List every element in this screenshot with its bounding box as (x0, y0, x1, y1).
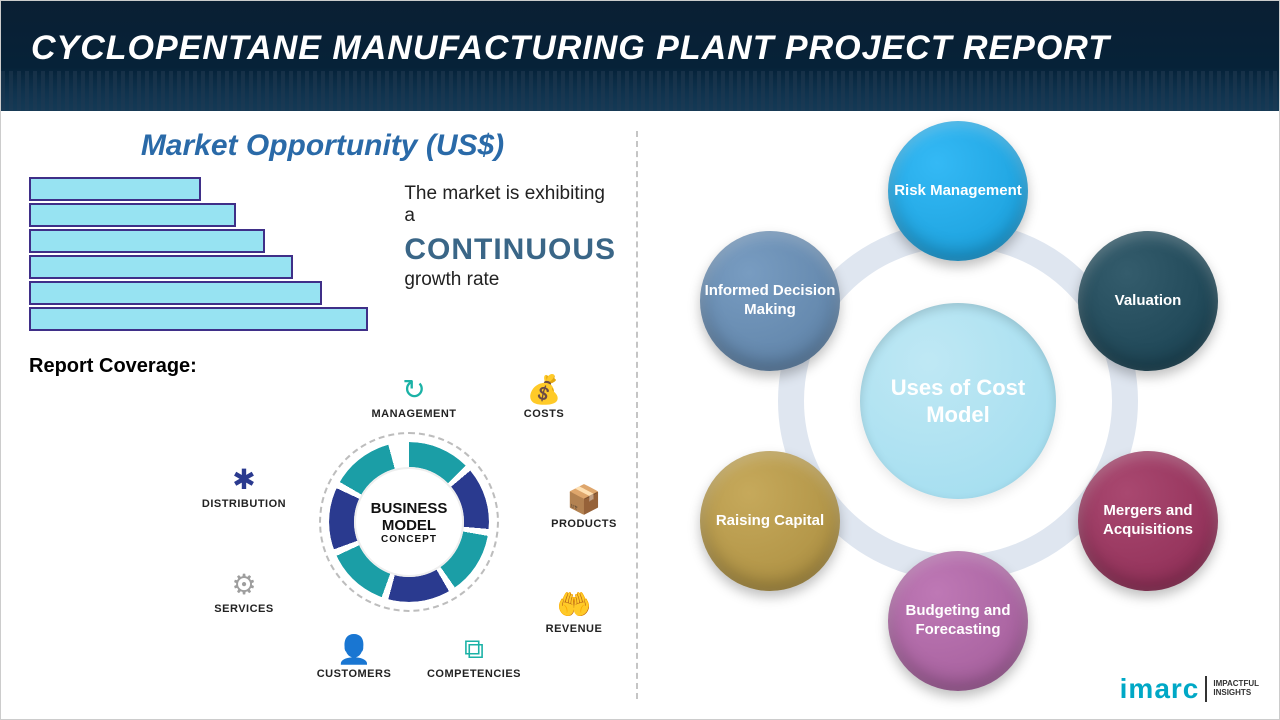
bm-icon: ⚙ (227, 567, 261, 601)
cm-node: Budgeting and Forecasting (888, 551, 1028, 691)
bm-item-label: MANAGEMENT (371, 408, 456, 420)
bm-item-label: CUSTOMERS (317, 668, 392, 680)
page-title: CYCLOPENTANE MANUFACTURING PLANT PROJECT… (31, 29, 1249, 68)
cost-model-diagram: Uses of Cost Model Risk ManagementValuat… (688, 131, 1218, 691)
bm-item-label: PRODUCTS (551, 518, 617, 530)
bm-icon: 👤 (337, 632, 371, 666)
bm-icon: 🤲 (557, 587, 591, 621)
logo-brand: imarc (1120, 673, 1200, 705)
bm-center-l1: BUSINESS (371, 500, 448, 517)
cm-node: Informed Decision Making (700, 231, 840, 371)
bm-item: ⧉ COMPETENCIES (419, 632, 529, 680)
chart-bar (29, 203, 236, 227)
bm-icon: 📦 (567, 482, 601, 516)
bm-item: ⚙ SERVICES (189, 567, 299, 615)
bm-center-sub: CONCEPT (381, 534, 437, 545)
bm-item: 🤲 REVENUE (519, 587, 629, 635)
bm-center-l2: MODEL (382, 517, 436, 534)
cm-node: Risk Management (888, 121, 1028, 261)
bm-item: 💰 COSTS (489, 372, 599, 420)
bm-item: ✱ DISTRIBUTION (189, 462, 299, 510)
bm-icon: ⧉ (457, 632, 491, 666)
growth-line1: The market is exhibiting a (404, 183, 616, 227)
bm-icon: 💰 (527, 372, 561, 406)
bm-item: 👤 CUSTOMERS (299, 632, 409, 680)
market-row: The market is exhibiting a CONTINUOUS gr… (29, 177, 616, 333)
header: CYCLOPENTANE MANUFACTURING PLANT PROJECT… (1, 1, 1279, 111)
market-opportunity-title: Market Opportunity (US$) (29, 129, 616, 163)
logo: imarc IMPACTFUL INSIGHTS (1120, 673, 1259, 705)
cm-node: Mergers and Acquisitions (1078, 451, 1218, 591)
bm-icon: ✱ (227, 462, 261, 496)
growth-line3: growth rate (404, 269, 616, 291)
bm-item-label: COMPETENCIES (427, 668, 521, 680)
chart-bar (29, 307, 368, 331)
bm-item-label: DISTRIBUTION (202, 498, 286, 510)
bm-center: BUSINESS MODEL CONCEPT (354, 467, 464, 577)
cm-center-label: Uses of Cost Model (860, 374, 1056, 429)
cm-center: Uses of Cost Model (860, 303, 1056, 499)
growth-emphasis: CONTINUOUS (404, 233, 616, 267)
bm-item-label: COSTS (524, 408, 564, 420)
right-panel: Uses of Cost Model Risk Management Valuat… (638, 111, 1279, 719)
logo-tagline: IMPACTFUL INSIGHTS (1213, 680, 1259, 698)
bm-item-label: REVENUE (546, 623, 603, 635)
bm-item: ↻ MANAGEMENT (359, 372, 469, 420)
logo-divider (1205, 676, 1207, 702)
bm-item: 📦 PRODUCTS (529, 482, 639, 530)
content: Market Opportunity (US$) The market is e… (1, 111, 1279, 719)
business-model-diagram: BUSINESS MODEL CONCEPT ↻ MANAGEMENT 💰 COSTS… (199, 372, 639, 672)
bm-item-label: SERVICES (214, 603, 273, 615)
header-decoration (1, 71, 1279, 111)
bm-icon: ↻ (397, 372, 431, 406)
cm-node: Valuation (1078, 231, 1218, 371)
chart-bar (29, 281, 322, 305)
left-panel: Market Opportunity (US$) The market is e… (1, 111, 636, 719)
market-bar-chart (29, 177, 386, 333)
cm-node: Raising Capital (700, 451, 840, 591)
chart-bar (29, 177, 201, 201)
chart-bar (29, 229, 265, 253)
chart-bar (29, 255, 293, 279)
growth-text: The market is exhibiting a CONTINUOUS gr… (404, 183, 616, 291)
